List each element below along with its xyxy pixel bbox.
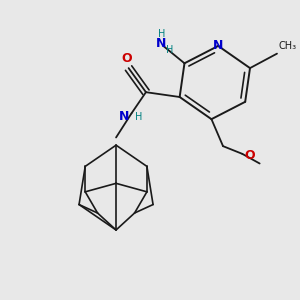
Text: H: H — [166, 45, 174, 55]
Text: N: N — [156, 37, 167, 50]
Text: O: O — [121, 52, 132, 65]
Text: CH₃: CH₃ — [279, 41, 297, 51]
Text: N: N — [213, 39, 224, 52]
Text: H: H — [136, 112, 143, 122]
Text: H: H — [158, 29, 165, 39]
Text: O: O — [245, 149, 255, 162]
Text: N: N — [118, 110, 129, 123]
